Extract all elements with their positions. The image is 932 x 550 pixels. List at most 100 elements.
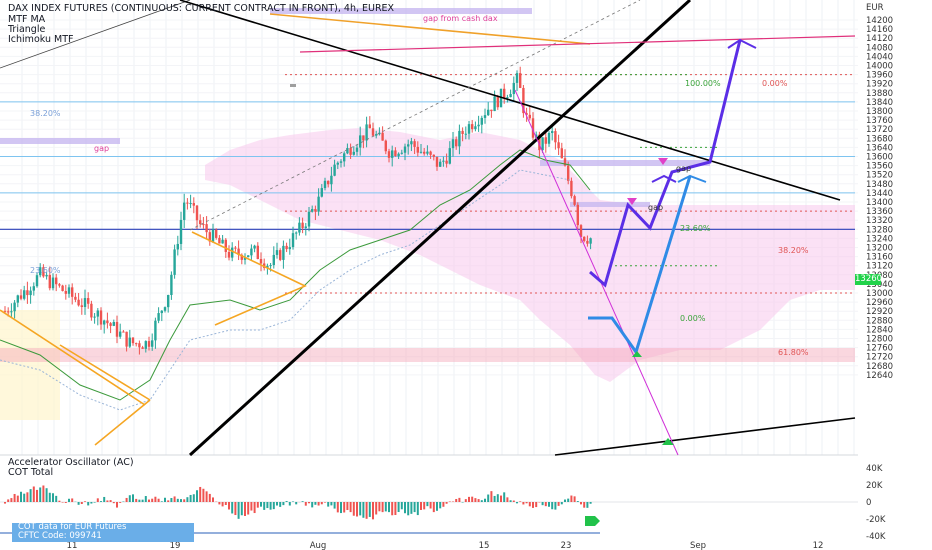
candle-body xyxy=(275,250,279,255)
candle-body xyxy=(71,287,74,297)
candle-body xyxy=(87,298,90,304)
candle-body xyxy=(144,341,147,349)
indicator-triangle[interactable]: Triangle xyxy=(8,24,46,35)
price-tick-label: 14120 xyxy=(866,34,893,44)
ma-blue-dotted xyxy=(0,169,571,411)
osc-bar xyxy=(567,498,570,502)
osc-bar xyxy=(256,502,259,508)
price-tick-label: 12640 xyxy=(866,371,893,381)
projection-purple-arrow xyxy=(727,38,757,49)
osc-bar xyxy=(148,499,150,502)
osc-tick-label: -40K xyxy=(866,532,886,542)
osc-bar xyxy=(61,502,64,503)
osc-bar xyxy=(279,502,282,507)
price-tick-label: 13120 xyxy=(866,262,893,272)
osc-bar xyxy=(52,493,54,502)
candle-body xyxy=(16,295,19,303)
candle-body xyxy=(160,310,163,314)
fib-618-zone xyxy=(0,348,855,362)
candle-body xyxy=(397,153,400,157)
candle-body xyxy=(35,275,39,287)
candle-body xyxy=(419,151,423,153)
price-tick-label: 13960 xyxy=(866,71,893,81)
osc-bar xyxy=(490,491,493,502)
candle-body xyxy=(349,147,352,155)
osc-bar xyxy=(528,502,531,507)
triangle-left-bot xyxy=(94,399,151,446)
osc-bar xyxy=(423,502,426,510)
osc-bar xyxy=(560,502,563,505)
osc-bar xyxy=(13,493,16,502)
candle-body xyxy=(19,295,23,299)
osc-bar xyxy=(404,502,406,514)
candle-body xyxy=(384,140,387,152)
osc-bar xyxy=(378,502,381,512)
date-label: 11 xyxy=(67,541,78,550)
price-tick-label: 12680 xyxy=(866,362,893,372)
price-tick-label: 13600 xyxy=(866,153,893,163)
candle-body xyxy=(96,310,99,317)
candle-body xyxy=(112,321,115,326)
candle-body xyxy=(45,274,48,277)
osc-bar xyxy=(343,502,346,513)
fib-100-label: 100.00% xyxy=(685,79,721,88)
oscillator-label[interactable]: Accelerator Oscillator (AC) xyxy=(8,457,134,468)
cot-info-box: COT data for EUR Futures CFTC Code: 0997… xyxy=(12,523,194,542)
magenta-trend xyxy=(514,89,679,456)
candle-body xyxy=(215,229,218,238)
price-tick-label: 12800 xyxy=(866,335,893,345)
candle-body xyxy=(480,117,483,125)
candle-body xyxy=(458,130,461,147)
candle-body xyxy=(477,124,480,127)
date-label: Sep xyxy=(690,541,706,550)
candle-body xyxy=(567,165,570,181)
candle-body xyxy=(343,153,346,162)
candle-body xyxy=(509,94,512,98)
osc-bar xyxy=(29,489,32,502)
candle-body xyxy=(368,124,371,129)
price-axis: 1420014160141201408014040140001396013920… xyxy=(866,16,893,542)
osc-bar xyxy=(589,502,592,504)
osc-bar xyxy=(496,494,499,502)
down-marker-1 xyxy=(627,198,637,205)
resistance-pink xyxy=(299,35,856,53)
price-tick-label: 13360 xyxy=(866,207,893,217)
osc-bar xyxy=(464,499,467,502)
date-label: 23 xyxy=(561,541,572,550)
price-tick-label: 13280 xyxy=(866,225,893,235)
osc-bar xyxy=(282,502,285,506)
price-tick-label: 13760 xyxy=(866,116,893,126)
candle-body xyxy=(538,134,541,151)
candle-body xyxy=(301,222,304,228)
osc-bar xyxy=(394,502,397,516)
candle-body xyxy=(435,156,439,167)
candle-body xyxy=(531,118,535,138)
osc-bar xyxy=(234,502,237,516)
candle-body xyxy=(483,115,487,118)
candle-body xyxy=(51,277,55,289)
candle-body xyxy=(141,347,144,349)
candle-body xyxy=(407,144,410,147)
osc-bar xyxy=(349,502,352,513)
indicator-mtf-ma[interactable]: MTF MA xyxy=(8,14,46,25)
price-tick-label: 13920 xyxy=(866,80,893,90)
currency-label: EUR xyxy=(866,3,884,13)
price-tick-label: 13840 xyxy=(866,98,893,108)
candle-body xyxy=(410,141,413,145)
indicator-ichimoku[interactable]: Ichimoku MTF xyxy=(8,34,74,45)
candle-body xyxy=(445,160,448,164)
osc-bar xyxy=(218,502,221,505)
candle-body xyxy=(586,240,589,244)
osc-bar xyxy=(375,502,378,515)
candle-body xyxy=(323,180,327,189)
cot-label[interactable]: COT Total xyxy=(8,467,54,478)
candle-body xyxy=(237,248,240,255)
candle-body xyxy=(493,96,496,112)
osc-bar xyxy=(285,501,288,502)
candle-body xyxy=(253,245,256,249)
osc-bar xyxy=(26,492,29,502)
osc-bar xyxy=(442,502,445,507)
candle-body xyxy=(375,134,378,136)
candle-body xyxy=(93,316,96,318)
